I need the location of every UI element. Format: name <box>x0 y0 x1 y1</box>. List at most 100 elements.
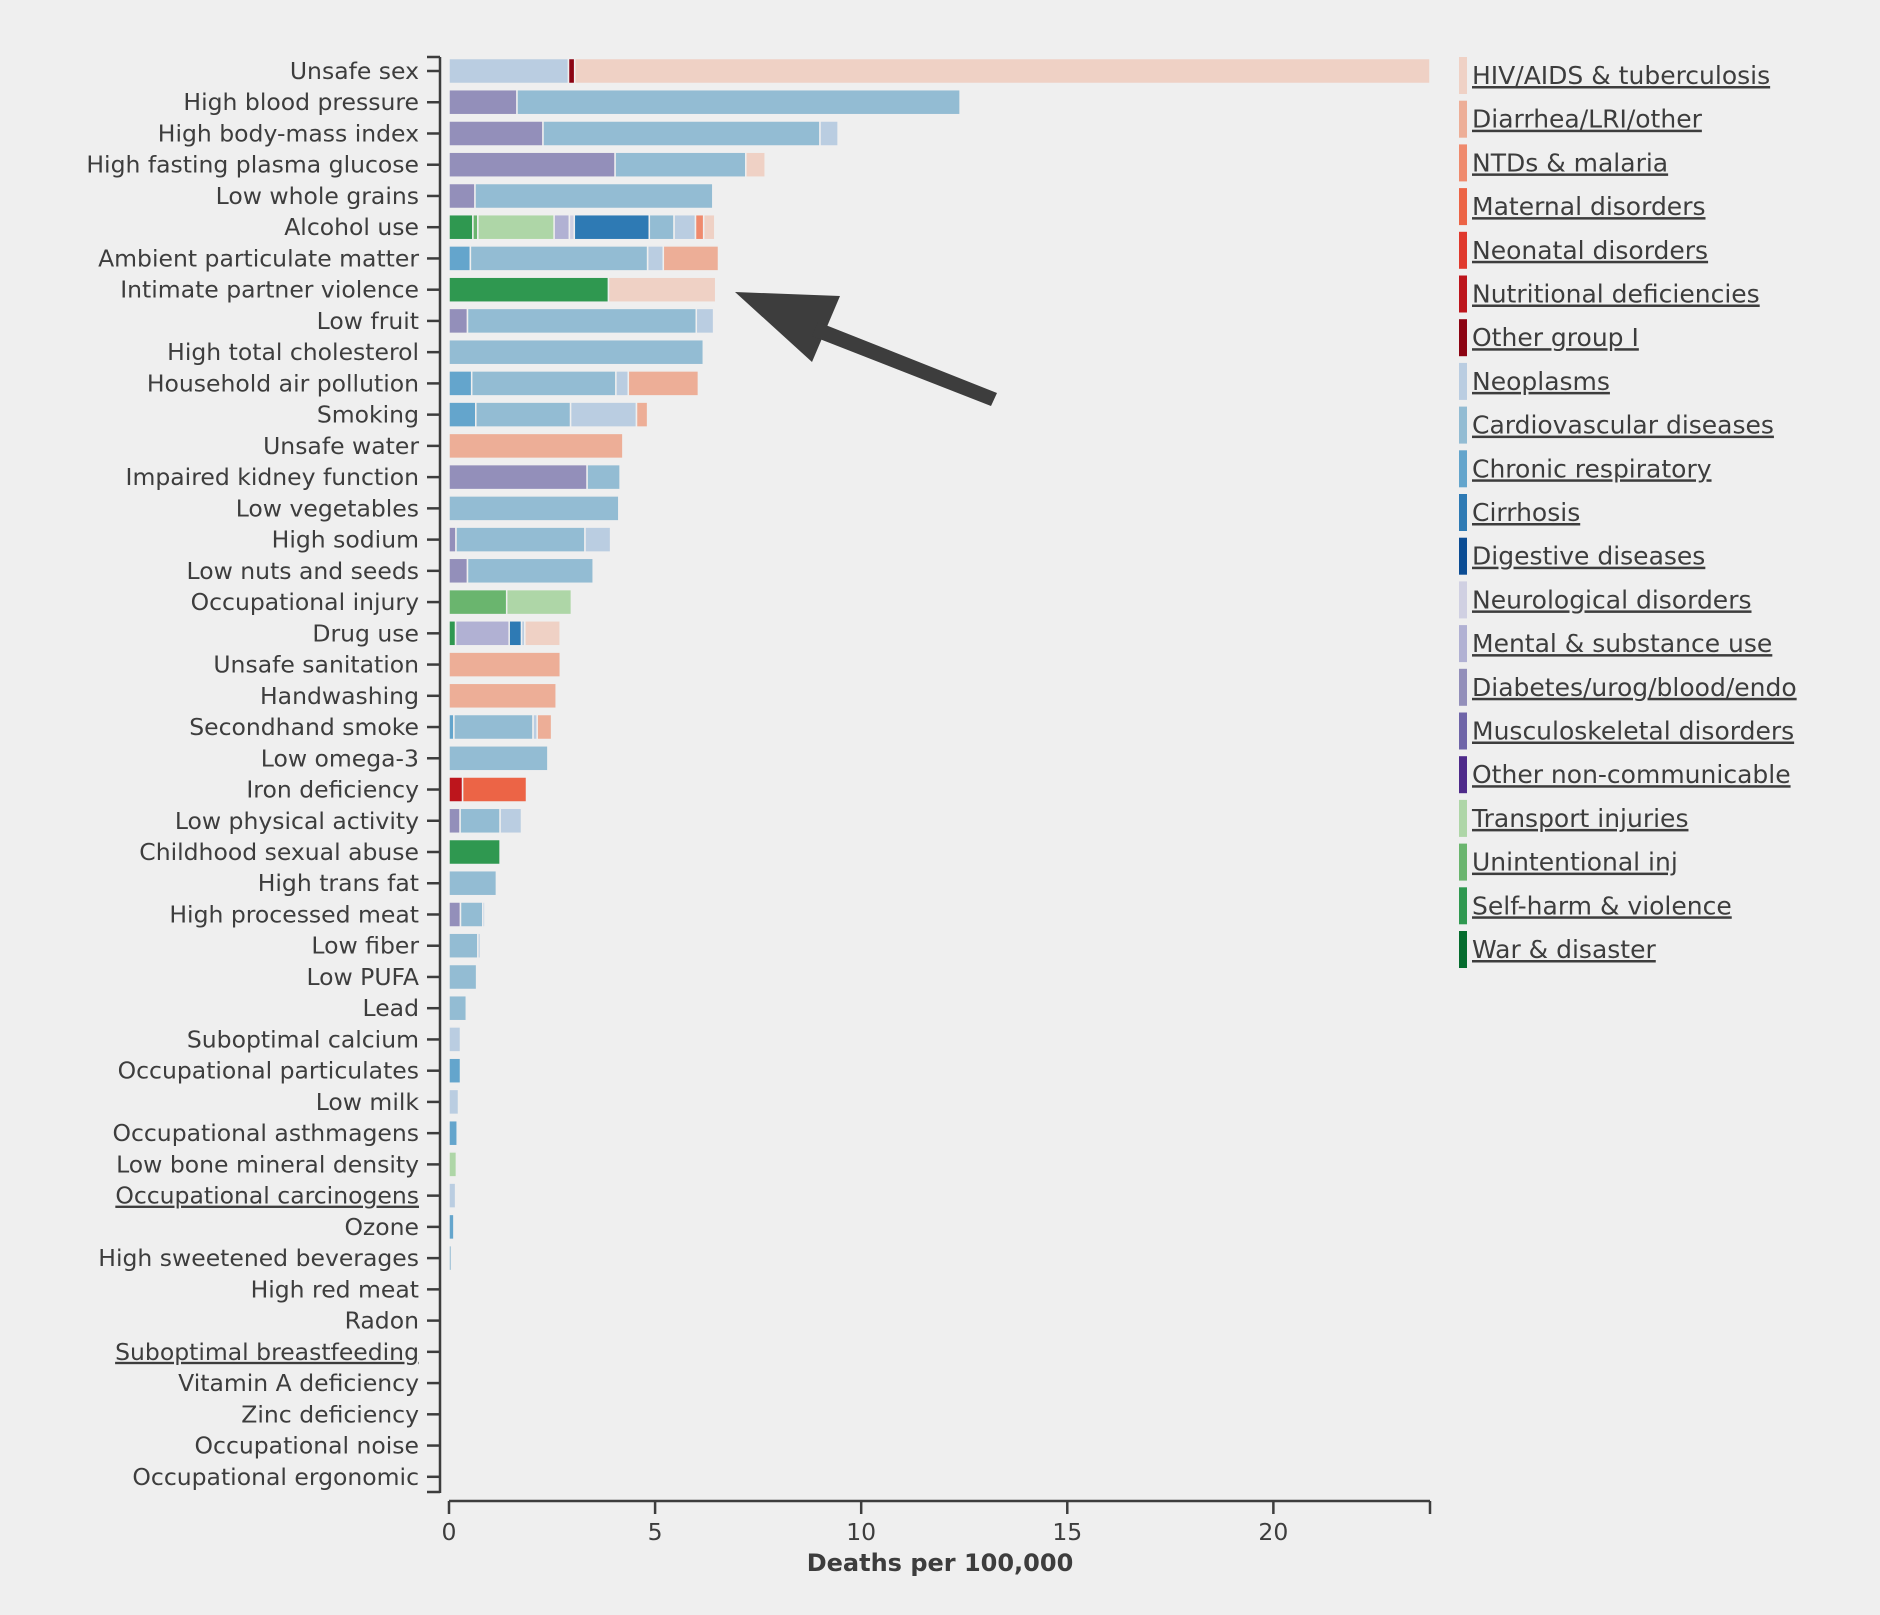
legend-swatch <box>1459 319 1467 357</box>
legend-label: Cardiovascular diseases <box>1472 411 1774 440</box>
bar-segment <box>448 588 508 616</box>
y-tick-label: Suboptimal breastfeeding <box>115 1338 419 1366</box>
legend-item[interactable]: Neoplasms <box>1459 362 1610 400</box>
x-tick-label: 10 <box>846 1518 876 1546</box>
bar-segment <box>673 213 697 241</box>
y-tick-label: Ambient particulate matter <box>98 244 419 272</box>
y-tick-label: Occupational noise <box>195 1432 419 1460</box>
y-tick-label: Occupational asthmagens <box>112 1119 419 1147</box>
legend-item[interactable]: War & disaster <box>1459 931 1656 968</box>
bar-segment <box>453 713 534 741</box>
bar-segment <box>524 620 561 647</box>
legend-item[interactable]: Neurological disorders <box>1459 581 1752 619</box>
bar-segment <box>648 213 675 241</box>
y-tick-label: High trans fat <box>258 869 419 897</box>
bar-segment <box>536 713 553 741</box>
legend-swatch <box>1459 362 1467 400</box>
bar-segment <box>461 776 528 803</box>
bar-segment <box>819 120 839 147</box>
bar-segment <box>448 276 610 303</box>
legend-swatch <box>1459 275 1467 313</box>
y-tick-label: Low fruit <box>317 307 419 335</box>
bar-segment <box>459 807 501 835</box>
legend-swatch <box>1459 406 1467 444</box>
legend-swatch <box>1459 712 1467 750</box>
legend-swatch <box>1459 625 1467 663</box>
legend-item[interactable]: Nutritional deficiencies <box>1459 275 1760 313</box>
y-tick-label: Impaired kidney function <box>126 463 419 491</box>
legend-swatch <box>1459 887 1467 925</box>
legend-item[interactable]: NTDs & malaria <box>1459 144 1668 182</box>
legend-item[interactable]: Chronic respiratory <box>1459 450 1712 488</box>
bar-segment <box>448 1057 462 1084</box>
bar-segment <box>448 1182 457 1209</box>
legend-label: HIV/AIDS & tuberculosis <box>1472 61 1770 90</box>
y-tick-label: Unsafe sex <box>290 57 419 85</box>
bar-segment <box>586 463 621 491</box>
legend-label: Musculoskeletal disorders <box>1472 717 1794 746</box>
y-axis-labels: Unsafe sex High blood pressure High body-m… <box>86 57 419 1491</box>
legend-item[interactable]: Other non-communicable <box>1459 756 1791 794</box>
y-tick-label: Low physical activity <box>175 807 419 835</box>
legend-label: Other non-communicable <box>1472 760 1791 789</box>
legend-item[interactable]: Cardiovascular diseases <box>1459 406 1774 444</box>
legend-label: Digestive diseases <box>1472 542 1705 571</box>
y-tick-label: Unsafe sanitation <box>213 651 419 679</box>
legend-label: Transport injuries <box>1471 804 1688 833</box>
y-tick-label: Low bone mineral density <box>116 1150 419 1178</box>
bar-segment <box>695 307 715 335</box>
bar-segment <box>448 1119 458 1147</box>
bar-segment <box>455 526 586 553</box>
y-tick-label: Radon <box>345 1307 419 1335</box>
bar-segment <box>466 307 698 335</box>
legend-item[interactable]: Musculoskeletal disorders <box>1459 712 1794 750</box>
y-tick-label: Low fiber <box>311 932 419 960</box>
y-tick-label: Low PUFA <box>306 963 419 991</box>
legend-item[interactable]: Neonatal disorders <box>1459 231 1708 269</box>
legend-item[interactable]: Maternal disorders <box>1459 188 1706 226</box>
bar-segment <box>466 557 594 585</box>
legend-item[interactable]: Cirrhosis <box>1459 494 1580 531</box>
bar-segment <box>448 245 472 272</box>
legend-item[interactable]: Other group I <box>1459 319 1639 357</box>
legend-item[interactable]: Transport injuries <box>1459 799 1688 837</box>
y-tick-label: Low vegetables <box>236 494 419 522</box>
bar-segment <box>469 245 649 272</box>
bar-segment <box>448 807 461 835</box>
bar-segment <box>567 57 576 85</box>
y-tick-label: High processed meat <box>169 900 419 928</box>
y-tick-label: Household air pollution <box>147 369 419 397</box>
bar-segment <box>448 932 479 959</box>
legend-item[interactable]: Unintentional inj <box>1459 843 1678 881</box>
legend-item[interactable]: Self-harm & violence <box>1459 887 1732 925</box>
legend-swatch <box>1459 57 1467 94</box>
x-tick-label: 20 <box>1258 1518 1288 1546</box>
annotation-arrow-icon <box>735 292 997 406</box>
legend-label: Cirrhosis <box>1472 498 1580 527</box>
y-tick-label: Lead <box>363 994 419 1022</box>
bar-segment <box>448 838 501 866</box>
legend-swatch <box>1459 231 1467 269</box>
bar-segment <box>448 307 469 335</box>
y-tick-label: Drug use <box>312 619 419 647</box>
y-tick-label: Occupational injury <box>191 588 419 616</box>
bar-segment <box>448 682 557 710</box>
y-tick-label: High sodium <box>272 526 419 554</box>
y-tick-label: Intimate partner violence <box>120 276 419 304</box>
bar-segment <box>448 651 562 678</box>
legend-item[interactable]: Digestive diseases <box>1459 537 1705 575</box>
x-axis: 0 5 10 15 20 <box>442 1499 1432 1546</box>
y-tick-label: Alcohol use <box>284 213 419 241</box>
bar-segment <box>553 213 571 241</box>
legend-item[interactable]: Diarrhea/LRI/other <box>1459 100 1703 138</box>
legend-label: Diarrhea/LRI/other <box>1472 105 1703 134</box>
bar-segment <box>614 151 747 178</box>
legend-label: War & disaster <box>1472 935 1656 964</box>
legend-item[interactable]: Mental & substance use <box>1459 625 1772 663</box>
x-tick-label: 5 <box>648 1518 663 1546</box>
legend-item[interactable]: HIV/AIDS & tuberculosis <box>1459 57 1770 94</box>
legend-label: Chronic respiratory <box>1472 454 1712 483</box>
legend-item[interactable]: Diabetes/urog/blood/endo <box>1459 668 1797 706</box>
bar-segment <box>569 401 638 428</box>
